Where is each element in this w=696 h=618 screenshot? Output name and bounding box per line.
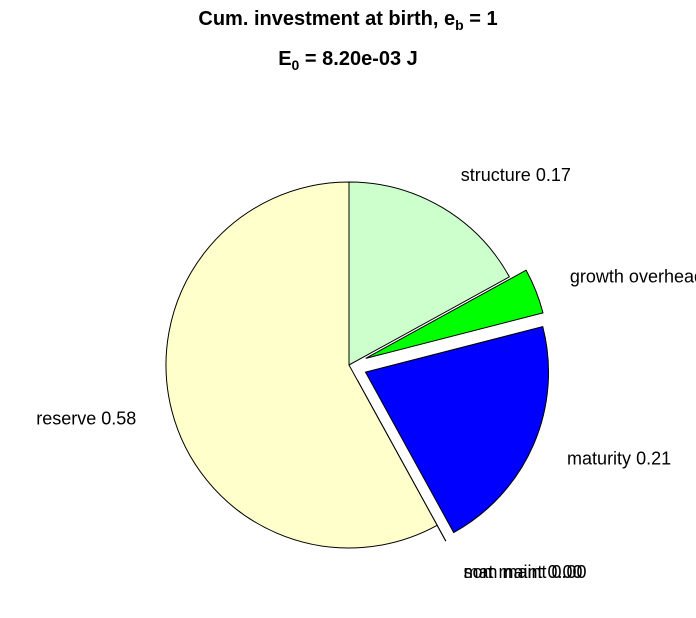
value-label: 0.17 [536, 165, 571, 185]
slice-label: growth overhead 0.04 [570, 266, 696, 286]
category-label: structure [461, 165, 531, 185]
title-text: Cum. investment at birth, e [198, 8, 455, 30]
title-text: = 1 [464, 8, 498, 30]
slice-label: som maint 0.00 [463, 562, 586, 582]
value-label: 0.00 [548, 562, 583, 582]
value-label: 0.21 [636, 448, 671, 468]
slice-label: maturity 0.21 [567, 448, 671, 468]
category-label: mat maint [463, 562, 542, 582]
category-label: som maint [463, 562, 546, 582]
category-label: growth overhead [570, 266, 696, 286]
pie-slice [364, 326, 550, 534]
subtitle-subscript: 0 [292, 57, 300, 73]
slice-label: reserve 0.58 [36, 408, 136, 428]
category-label: reserve [36, 408, 96, 428]
pie-slice [365, 269, 544, 359]
value-label: 0.00 [552, 562, 587, 582]
title-subscript: b [455, 17, 464, 33]
subtitle-text: = 8.20e-03 J [299, 48, 417, 70]
value-label: 0.58 [101, 408, 136, 428]
pie-slice [348, 181, 511, 366]
slice-label: mat maint 0.00 [463, 562, 582, 582]
pie-slice [165, 181, 438, 549]
chart-title: Cum. investment at birth, eb = 1 [198, 8, 497, 32]
subtitle-text: E [278, 48, 291, 70]
chart-subtitle: E0 = 8.20e-03 J [278, 48, 418, 72]
slice-label: structure 0.17 [461, 165, 571, 185]
category-label: maturity [567, 448, 631, 468]
